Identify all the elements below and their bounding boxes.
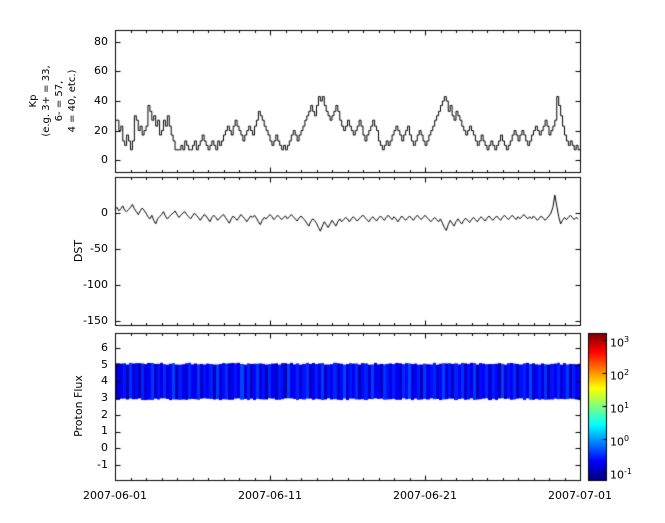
proton-ytick: 3: [101, 391, 108, 404]
xtick-date: 2007-06-21: [393, 489, 457, 502]
dst-ytick: 0: [101, 206, 108, 219]
xtick-date: 2007-06-11: [238, 489, 302, 502]
kp-ylabel-line: Kp: [28, 94, 39, 108]
kp-ytick: 80: [94, 35, 108, 48]
colorbar-tick: 103: [610, 333, 630, 350]
proton-ytick: 5: [101, 358, 108, 371]
kp-ytick: 60: [94, 64, 108, 77]
proton-flux-ylabel: Proton Flux: [72, 375, 85, 437]
dst-ytick: -150: [83, 314, 108, 327]
colorbar-tick-exp: 0: [624, 434, 630, 443]
dst-ytick: -50: [90, 242, 108, 255]
kp-ytick: 0: [101, 153, 108, 166]
xtick-date: 2007-07-01: [548, 489, 612, 502]
colorbar-tick: 10-1: [610, 465, 632, 482]
proton-ytick: 6: [101, 341, 108, 354]
proton-ytick: 2: [101, 408, 108, 421]
colorbar-tick-exp: 1: [624, 401, 630, 410]
dst-ytick: -100: [83, 278, 108, 291]
colorbar-tick-base: 10: [610, 402, 624, 416]
colorbar-tick: 101: [610, 399, 630, 416]
colorbar-tick-base: 10: [610, 468, 624, 482]
kp-ytick: 20: [94, 124, 108, 137]
colorbar-tick-base: 10: [610, 336, 624, 350]
colorbar-tick-exp: 3: [624, 335, 630, 344]
colorbar-tick-base: 10: [610, 369, 624, 383]
proton-ytick: 1: [101, 424, 108, 437]
colorbar-tick: 102: [610, 366, 630, 383]
kp-ylabel-line: (e.g. 3+ = 33,: [41, 65, 52, 137]
colorbar-tick-base: 10: [610, 435, 624, 449]
proton-ytick: -1: [97, 458, 108, 471]
xtick-date: 2007-06-01: [83, 489, 147, 502]
kp-ytick: 40: [94, 94, 108, 107]
colorbar-tick: 100: [610, 432, 630, 449]
colorbar-tick-exp: -1: [624, 467, 632, 476]
colorbar-tick-exp: 2: [624, 368, 630, 377]
proton-ytick: 0: [101, 441, 108, 454]
proton-ytick: 4: [101, 374, 108, 387]
